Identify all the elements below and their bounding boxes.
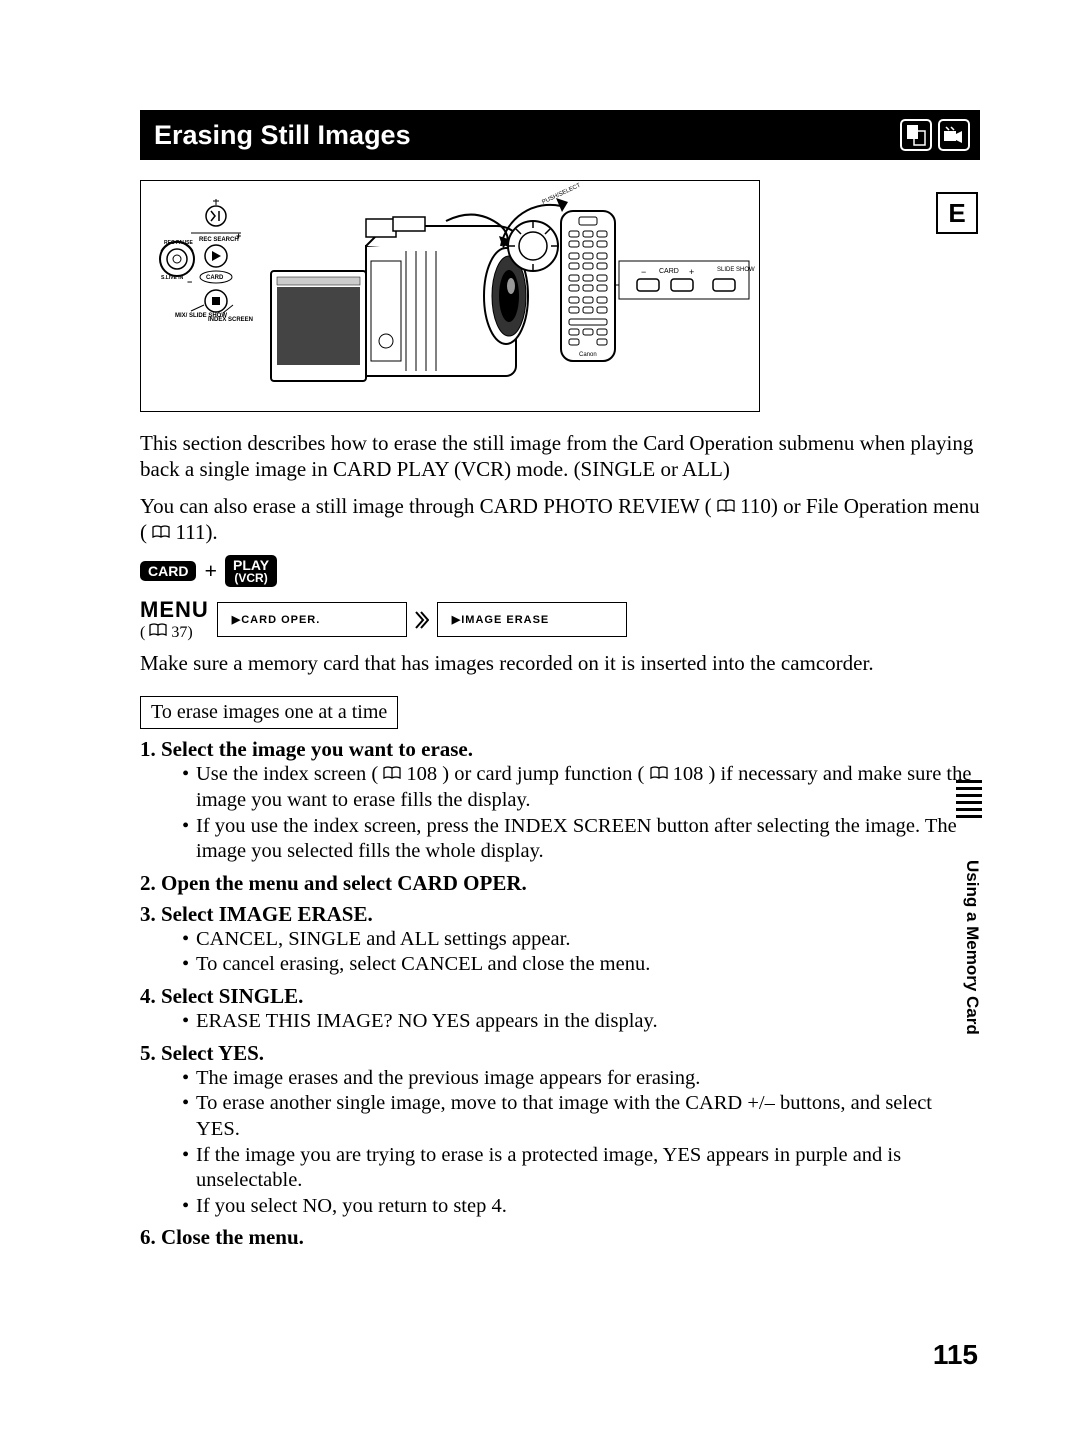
- svg-text:+: +: [689, 267, 694, 277]
- page-ref-icon: [383, 766, 401, 780]
- step-1-bullet: Use the index screen ( 108 ) or card jum…: [182, 762, 980, 813]
- illus-label: REC SEARCH: [199, 237, 239, 243]
- step-3: 3. Select IMAGE ERASE. CANCEL, SINGLE an…: [140, 902, 980, 978]
- menu-box-2: ▶IMAGE ERASE: [437, 602, 627, 637]
- play-vcr-badge: PLAY (VCR): [225, 555, 277, 587]
- step-2: 2. Open the menu and select CARD OPER.: [140, 871, 980, 896]
- step-5-bullet: If the image you are trying to erase is …: [182, 1143, 980, 1194]
- menu-label: MENU: [140, 597, 209, 623]
- step-1: 1. Select the image you want to erase. U…: [140, 737, 980, 865]
- page-ref-icon: [149, 623, 167, 637]
- page-ref-icon: [650, 766, 668, 780]
- step-6: 6. Close the menu.: [140, 1225, 980, 1250]
- step-1-bullet: If you use the index screen, press the I…: [182, 814, 980, 865]
- step-5: 5. Select YES. The image erases and the …: [140, 1041, 980, 1220]
- illus-label: S.LIVE IN: [161, 275, 184, 281]
- illus-label: CARD: [659, 268, 679, 275]
- boxed-note: To erase images one at a time: [140, 696, 398, 729]
- card-icon: [900, 119, 932, 151]
- plus-sign: +: [204, 558, 217, 584]
- illus-label: CARD: [206, 275, 224, 281]
- step-4-bullet: ERASE THIS IMAGE? NO YES appears in the …: [182, 1009, 980, 1035]
- step-5-bullet: To erase another single image, move to t…: [182, 1091, 980, 1142]
- steps-list: 1. Select the image you want to erase. U…: [140, 737, 980, 1250]
- menu-label-block: MENU ( 37): [140, 597, 209, 642]
- mode-row: CARD + PLAY (VCR): [140, 555, 980, 587]
- illus-label: SLIDE SHOW: [717, 267, 755, 273]
- language-badge: E: [936, 192, 978, 234]
- svg-text:−: −: [187, 277, 192, 287]
- intro-para-1: This section describes how to erase the …: [140, 430, 980, 483]
- svg-text:Canon: Canon: [579, 352, 597, 358]
- illus-label: REC PAUSE: [164, 240, 193, 246]
- illus-label: INDEX SCREEN: [208, 317, 253, 323]
- side-bars-icon: [956, 780, 982, 822]
- page-ref-icon: [717, 499, 735, 513]
- page-title: Erasing Still Images: [154, 120, 411, 151]
- double-chevron-icon: [415, 611, 429, 629]
- page-ref-icon: [152, 525, 170, 539]
- menu-ref: ( 37): [140, 623, 209, 642]
- product-illustration: REC SEARCH + − REC PAUSE S.LIVE IN CARD …: [140, 180, 760, 412]
- camcorder-icon: [938, 119, 970, 151]
- card-badge: CARD: [140, 561, 196, 581]
- menu-box-1: ▶CARD OPER.: [217, 602, 407, 637]
- para-memory-card: Make sure a memory card that has images …: [140, 650, 980, 676]
- intro-para-2: You can also erase a still image through…: [140, 493, 980, 546]
- section-side-label: Using a Memory Card: [962, 860, 982, 1035]
- title-icons: [900, 119, 970, 151]
- svg-text:+: +: [236, 231, 241, 241]
- title-bar: Erasing Still Images: [140, 110, 980, 160]
- step-5-bullet: If you select NO, you return to step 4.: [182, 1194, 980, 1220]
- step-5-bullet: The image erases and the previous image …: [182, 1066, 980, 1092]
- page-number: 115: [933, 1339, 978, 1371]
- menu-row: MENU ( 37) ▶CARD OPER. ▶IMAGE ERASE: [140, 597, 980, 642]
- step-3-bullet: To cancel erasing, select CANCEL and clo…: [182, 952, 980, 978]
- step-3-bullet: CANCEL, SINGLE and ALL settings appear.: [182, 927, 980, 953]
- step-4: 4. Select SINGLE. ERASE THIS IMAGE? NO Y…: [140, 984, 980, 1035]
- svg-text:−: −: [641, 267, 646, 277]
